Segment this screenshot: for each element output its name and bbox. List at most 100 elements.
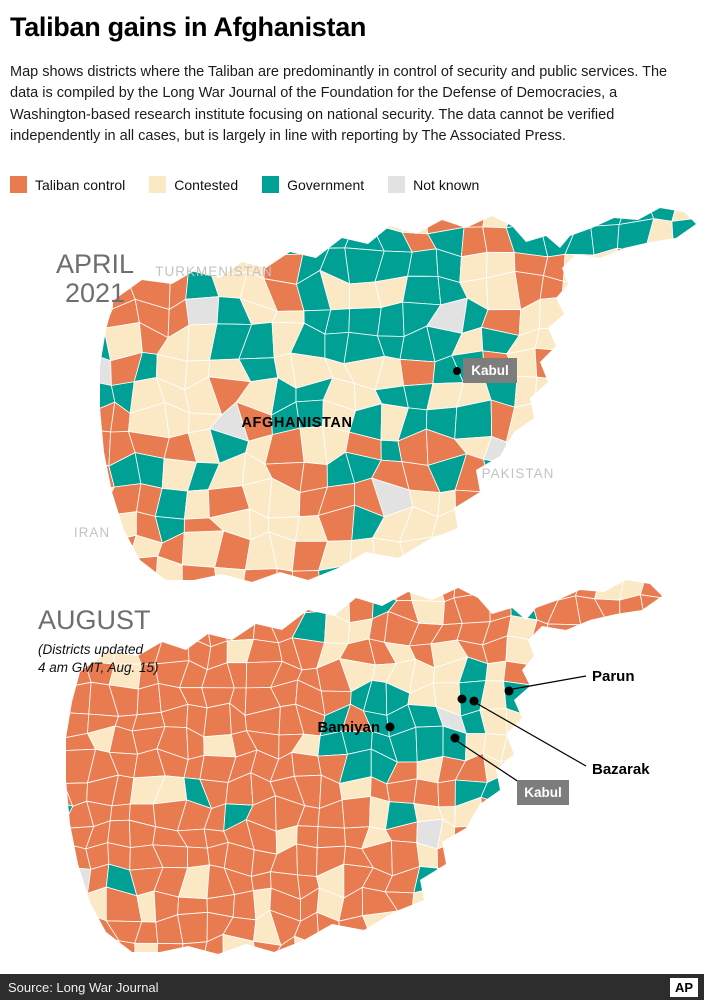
district — [133, 208, 168, 233]
district — [273, 580, 303, 602]
bamiyan-dot — [385, 722, 395, 732]
district — [642, 914, 662, 947]
district — [616, 350, 647, 389]
district — [616, 218, 655, 255]
district — [100, 401, 116, 433]
district — [291, 751, 322, 777]
district — [619, 269, 648, 300]
district — [431, 531, 462, 563]
district — [210, 208, 239, 235]
bazarak-leader-line — [475, 702, 587, 767]
district — [616, 797, 650, 820]
district — [548, 801, 584, 832]
district — [185, 296, 220, 326]
district — [66, 896, 73, 916]
district — [271, 310, 305, 324]
district — [54, 328, 88, 362]
district — [668, 530, 696, 571]
district — [348, 587, 375, 624]
legend-item-government: Government — [262, 176, 364, 193]
district — [596, 702, 629, 738]
district — [395, 910, 412, 943]
district — [460, 942, 489, 954]
district — [66, 936, 98, 954]
district — [619, 870, 651, 898]
district — [679, 477, 696, 516]
district — [322, 208, 353, 232]
district — [66, 820, 70, 847]
district — [641, 480, 684, 515]
district — [232, 890, 257, 921]
district — [673, 255, 696, 285]
district — [562, 253, 603, 284]
district — [348, 307, 382, 337]
legend-item-contested: Contested — [149, 176, 238, 193]
district — [22, 865, 43, 897]
district — [559, 531, 603, 571]
district — [505, 440, 545, 464]
district — [641, 324, 679, 360]
district — [402, 275, 442, 306]
district — [36, 713, 64, 739]
district — [572, 888, 597, 921]
district — [569, 687, 598, 709]
district — [415, 725, 444, 763]
district — [208, 220, 245, 259]
district — [246, 638, 283, 664]
district — [88, 936, 120, 954]
district — [575, 866, 598, 900]
parun-leader-line — [512, 675, 587, 690]
district — [482, 208, 520, 229]
district — [479, 839, 509, 869]
district — [564, 350, 605, 387]
district — [645, 408, 675, 439]
district — [573, 427, 601, 468]
district — [108, 208, 142, 233]
district — [524, 732, 562, 761]
taliban-control-swatch — [10, 176, 27, 193]
district — [186, 846, 210, 869]
district — [137, 225, 164, 257]
district — [547, 939, 580, 954]
district — [537, 433, 577, 461]
district — [160, 588, 182, 622]
district — [482, 820, 512, 853]
district — [677, 352, 696, 388]
district — [561, 483, 598, 520]
district — [458, 918, 488, 945]
legend: Taliban control Contested Government Not… — [10, 176, 503, 193]
district — [620, 427, 657, 469]
contested-swatch — [149, 176, 167, 193]
district — [437, 779, 456, 808]
district — [134, 942, 159, 954]
district — [524, 850, 559, 874]
district — [547, 913, 580, 942]
kabul-label-april: Kabul — [471, 363, 509, 378]
district — [54, 488, 87, 518]
district — [158, 225, 198, 257]
district — [626, 513, 645, 539]
district — [481, 480, 520, 511]
district — [668, 301, 696, 331]
district — [550, 898, 579, 921]
district — [574, 408, 599, 435]
district — [341, 796, 371, 829]
district — [316, 944, 341, 954]
district — [437, 867, 464, 892]
district — [371, 937, 397, 954]
district — [43, 751, 65, 784]
district — [503, 894, 529, 915]
district — [619, 704, 655, 739]
district — [587, 478, 631, 516]
district — [100, 208, 112, 229]
district — [549, 753, 584, 777]
district — [369, 580, 398, 602]
district — [66, 934, 71, 954]
district — [388, 580, 413, 602]
period-april-line1: APRIL — [55, 249, 135, 279]
district — [370, 208, 410, 233]
district — [561, 296, 605, 335]
district — [595, 683, 621, 711]
country-label-pakistan: PAKISTAN — [482, 466, 555, 481]
district — [66, 681, 92, 715]
